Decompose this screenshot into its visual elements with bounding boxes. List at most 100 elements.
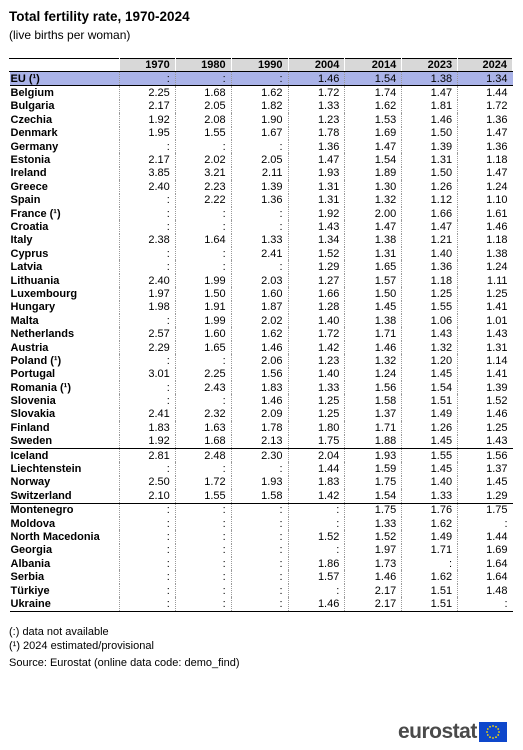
- country-name: North Macedonia: [10, 530, 100, 543]
- value-cell: 3.01: [118, 367, 176, 381]
- value-cell: 1.31: [401, 153, 458, 167]
- value-cell: 1.11: [457, 273, 513, 288]
- value-cell: 1.45: [457, 475, 513, 490]
- value-cell: :: [174, 502, 232, 517]
- value-cell: 1.69: [344, 126, 402, 140]
- value-cell: :: [118, 462, 176, 476]
- country-name: France (¹): [10, 207, 61, 220]
- value-cell: 1.97: [344, 543, 402, 558]
- value-cell: :: [118, 543, 176, 558]
- value-cell: 1.46: [457, 220, 513, 234]
- value-cell: 2.02: [174, 153, 232, 167]
- value-cell: 1.71: [344, 327, 402, 341]
- value-cell: 1.18: [401, 273, 458, 288]
- value-cell: 1.28: [287, 300, 345, 315]
- value-cell: 1.38: [344, 233, 402, 248]
- value-cell: 2.38: [118, 233, 176, 248]
- value-cell: 2.40: [118, 273, 176, 288]
- value-cell: 1.71: [344, 421, 402, 435]
- value-cell: 1.39: [401, 139, 458, 154]
- value-cell: :: [174, 530, 232, 544]
- value-cell: :: [230, 570, 288, 584]
- value-cell: 1.40: [401, 247, 458, 261]
- table-row: Liechtenstein:::1.44 1.59 1.45 1.37: [10, 462, 513, 476]
- country-name: Germany: [10, 140, 59, 153]
- header-cell: 1990: [230, 58, 289, 72]
- value-cell: 1.44: [457, 530, 513, 544]
- value-cell: :: [118, 570, 176, 584]
- value-cell: 1.33: [401, 489, 458, 503]
- value-cell: :: [287, 583, 345, 598]
- table-row: Ireland 3.85 3.21 2.11 1.93 1.89 1.50 1.47: [10, 166, 513, 181]
- country-name: Sweden: [10, 435, 53, 448]
- value-cell: 1.58: [344, 394, 402, 408]
- value-cell: 1.54: [344, 489, 402, 503]
- country-name: Luxembourg: [10, 287, 78, 300]
- value-cell: 1.25: [401, 287, 458, 301]
- value-cell: :: [230, 71, 288, 87]
- value-cell: 1.29: [457, 489, 513, 503]
- value-cell: :: [174, 220, 232, 234]
- table-row: Latvia:::1.29 1.65 1.36 1.24: [10, 260, 513, 274]
- value-cell: 1.55: [401, 300, 458, 315]
- country-name: Liechtenstein: [10, 463, 82, 476]
- value-cell: :: [174, 543, 232, 558]
- value-cell: 2.10: [118, 489, 176, 503]
- value-cell: 1.45: [401, 367, 458, 381]
- value-cell: 1.33: [287, 380, 345, 395]
- value-cell: 1.43: [457, 434, 513, 449]
- value-cell: 1.78: [287, 126, 345, 140]
- country-name: Denmark: [10, 127, 58, 140]
- value-cell: 1.72: [174, 475, 232, 490]
- table-row: Albania:::1.86 1.73:1.64: [10, 557, 513, 571]
- country-name: EU (¹): [9, 71, 120, 87]
- value-cell: 1.38: [344, 314, 402, 328]
- value-cell: :: [230, 139, 288, 154]
- value-cell: 1.39: [457, 380, 513, 395]
- fertility-table: 1970 1980 1990 2004 2014 2023 2024 EU (¹…: [9, 58, 513, 612]
- value-cell: 1.40: [287, 314, 345, 328]
- value-cell: :: [230, 583, 288, 598]
- table-row: Türkiye::::2.17 1.51 1.48: [10, 583, 513, 598]
- country-name: Cyprus: [10, 247, 49, 260]
- value-cell: :: [230, 502, 288, 517]
- source-note: Source: Eurostat (online data code: demo…: [9, 657, 240, 669]
- header-cell: 2004: [287, 58, 346, 72]
- value-cell: 1.68: [174, 85, 232, 100]
- value-cell: 1.83: [287, 475, 345, 490]
- value-cell: 1.72: [457, 99, 513, 114]
- country-name: Norway: [10, 476, 51, 489]
- value-cell: 1.82: [230, 99, 288, 114]
- table-row: Croatia:::1.43 1.47 1.47 1.46: [10, 220, 513, 234]
- country-name: Finland: [10, 421, 50, 434]
- value-cell: 1.46: [344, 340, 402, 355]
- value-cell: 1.54: [344, 71, 402, 87]
- value-cell: 1.87: [230, 300, 288, 315]
- value-cell: :: [118, 516, 176, 531]
- value-cell: 1.36: [401, 260, 458, 274]
- value-cell: :: [230, 260, 288, 274]
- table-row: Netherlands 2.57 1.60 1.62 1.72 1.71 1.43 1.43: [10, 327, 513, 341]
- table-row: France (¹):::1.92 2.00 1.66 1.61: [10, 206, 513, 221]
- value-cell: 1.37: [457, 462, 513, 476]
- value-cell: 1.92: [287, 206, 345, 221]
- header-cell: 1970: [118, 58, 176, 72]
- table-row: North Macedonia:::1.52 1.52 1.49 1.44: [10, 530, 513, 544]
- table-row: Serbia:::1.57 1.46 1.62 1.64: [10, 570, 513, 584]
- country-name: Czechia: [10, 113, 53, 126]
- value-cell: 1.36: [230, 193, 288, 207]
- value-cell: 1.99: [174, 273, 232, 288]
- value-cell: 1.37: [344, 407, 402, 422]
- value-cell: :: [174, 247, 232, 261]
- country-name: Malta: [10, 314, 39, 327]
- table-row: Italy 2.38 1.64 1.33 1.34 1.38 1.21 1.18: [10, 233, 513, 248]
- value-cell: 1.54: [344, 153, 402, 167]
- header-cell: 2024: [457, 58, 513, 72]
- value-cell: :: [174, 139, 232, 154]
- value-cell: 1.51: [401, 597, 458, 612]
- value-cell: 2.06: [230, 354, 288, 368]
- value-cell: 1.47: [287, 153, 345, 167]
- value-cell: 1.74: [344, 85, 402, 100]
- value-cell: 1.32: [344, 354, 402, 368]
- value-cell: :: [230, 530, 288, 544]
